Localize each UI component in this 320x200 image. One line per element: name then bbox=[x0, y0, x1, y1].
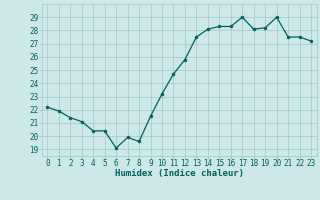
X-axis label: Humidex (Indice chaleur): Humidex (Indice chaleur) bbox=[115, 169, 244, 178]
